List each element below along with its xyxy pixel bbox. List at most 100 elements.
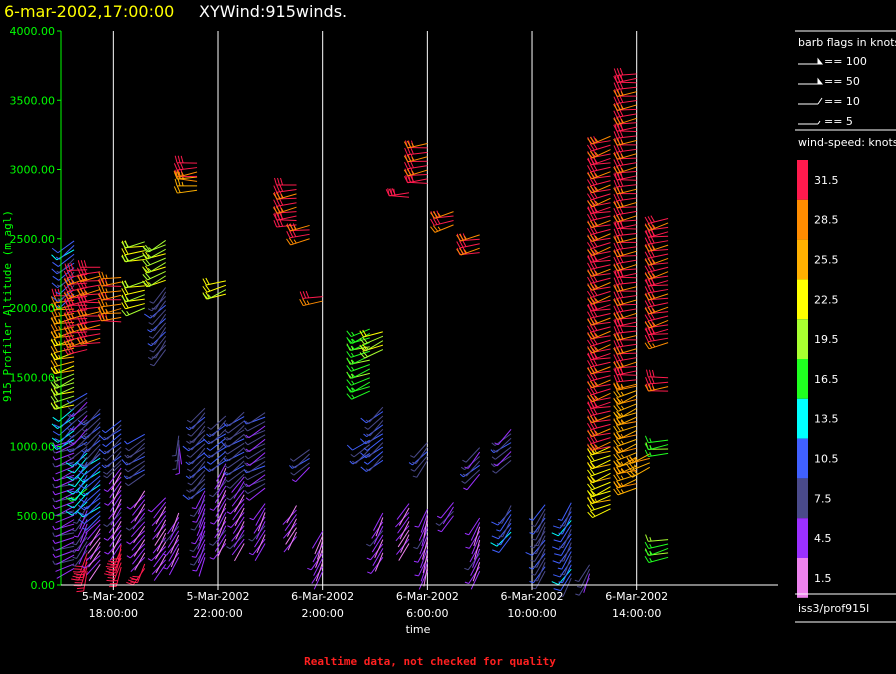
barb-shaft bbox=[616, 73, 637, 76]
barb-half-tick bbox=[351, 380, 355, 385]
barb-full-tick bbox=[647, 244, 653, 251]
barb-half-tick bbox=[248, 538, 253, 542]
barb-full-tick bbox=[626, 464, 632, 471]
wind-barb-447 bbox=[254, 529, 266, 548]
barb-shaft bbox=[217, 490, 227, 509]
barb-shaft bbox=[591, 304, 611, 312]
wind-barb-543 bbox=[363, 451, 384, 465]
barb-full-tick bbox=[121, 248, 126, 256]
barb-shaft bbox=[85, 417, 101, 432]
wind-barb-67 bbox=[55, 280, 75, 295]
barb-shaft bbox=[68, 291, 88, 300]
barb-full-tick bbox=[490, 542, 498, 547]
barb-shaft bbox=[617, 370, 637, 376]
wind-barb-452 bbox=[255, 507, 266, 526]
barb-full-tick bbox=[462, 239, 467, 247]
barb-full-tick bbox=[51, 382, 58, 389]
barb-shaft bbox=[470, 522, 481, 541]
barb-shaft bbox=[616, 308, 637, 313]
barb-shaft bbox=[389, 192, 410, 197]
wind-barb-653 bbox=[531, 557, 546, 576]
barb-shaft bbox=[218, 516, 227, 536]
wind-barb-132 bbox=[63, 291, 88, 300]
barb-full-tick bbox=[613, 326, 618, 334]
barb-shaft bbox=[233, 481, 245, 499]
barb-full-tick bbox=[492, 549, 500, 553]
barb-half-tick bbox=[70, 441, 75, 445]
barb-full-tick bbox=[173, 186, 178, 194]
barb-full-tick bbox=[619, 367, 624, 375]
barb-half-tick bbox=[620, 383, 624, 388]
barb-shaft bbox=[80, 311, 101, 317]
barb-half-tick bbox=[649, 452, 652, 457]
wind-barb-493 bbox=[291, 453, 310, 469]
barb-full-tick bbox=[280, 177, 283, 186]
barb-half-tick bbox=[58, 312, 61, 317]
barb-shaft bbox=[617, 286, 637, 292]
barb-half-tick bbox=[634, 457, 638, 461]
barb-half-tick bbox=[225, 423, 230, 427]
barb-shaft bbox=[211, 428, 227, 444]
barb-full-tick bbox=[644, 216, 650, 224]
barb-full-tick bbox=[273, 220, 278, 228]
barb-half-tick bbox=[594, 249, 599, 254]
barb-shaft bbox=[562, 577, 572, 597]
barb-full-tick bbox=[430, 218, 435, 226]
barb-shaft bbox=[617, 383, 637, 390]
barb-shaft bbox=[87, 493, 101, 510]
wind-barb-509 bbox=[299, 298, 323, 307]
barb-full-tick bbox=[362, 350, 368, 358]
wind-barb-712 bbox=[587, 400, 611, 409]
wind-barb-827 bbox=[613, 249, 637, 257]
wind-barb-238 bbox=[98, 271, 122, 280]
barb-full-tick bbox=[525, 552, 533, 556]
wind-barb-634 bbox=[492, 536, 512, 553]
barb-full-tick bbox=[648, 376, 652, 384]
barb-shaft bbox=[591, 171, 611, 180]
barb-full-tick bbox=[592, 358, 598, 366]
barb-full-tick bbox=[613, 383, 618, 391]
wind-barb-610 bbox=[464, 566, 481, 584]
wind-barb-768 bbox=[587, 156, 611, 166]
barb-full-tick bbox=[613, 433, 620, 440]
barb-full-tick bbox=[77, 420, 85, 426]
barb-shaft bbox=[590, 410, 611, 417]
legend-barb-flag bbox=[817, 77, 824, 85]
barb-full-tick bbox=[644, 279, 650, 287]
barb-full-tick bbox=[305, 290, 310, 299]
wind-barb-903 bbox=[644, 264, 669, 273]
wind-barb-433 bbox=[224, 456, 245, 469]
wind-barb-215 bbox=[111, 472, 122, 491]
wind-barb-225 bbox=[98, 428, 122, 441]
barb-half-tick bbox=[74, 549, 79, 552]
barb-shaft bbox=[76, 461, 88, 480]
barb-shaft bbox=[218, 467, 227, 488]
barb-shaft bbox=[618, 478, 637, 489]
barb-half-tick bbox=[557, 567, 563, 570]
barb-half-tick bbox=[652, 224, 656, 229]
barb-full-tick bbox=[613, 439, 619, 447]
wind-barb-487 bbox=[273, 192, 297, 200]
barb-half-tick bbox=[290, 472, 295, 476]
wind-barb-669 bbox=[558, 564, 572, 584]
barb-shaft bbox=[500, 527, 512, 546]
barb-full-tick bbox=[647, 278, 653, 286]
barb-shaft bbox=[170, 534, 180, 554]
barb-shaft bbox=[229, 425, 245, 440]
barb-shaft bbox=[591, 503, 611, 512]
barb-full-tick bbox=[589, 136, 596, 144]
wind-barb-199 bbox=[109, 543, 122, 561]
barb-shaft bbox=[590, 166, 611, 173]
barb-half-tick bbox=[350, 338, 354, 343]
wind-barb-534 bbox=[374, 539, 384, 559]
barb-half-tick bbox=[126, 311, 130, 315]
barb-shaft bbox=[617, 321, 637, 327]
barb-shaft bbox=[154, 541, 167, 560]
barb-full-tick bbox=[346, 344, 352, 351]
barb-full-tick bbox=[592, 156, 598, 164]
wind-barb-877 bbox=[645, 534, 669, 542]
barb-full-tick bbox=[616, 137, 621, 145]
wind-barb-818 bbox=[613, 290, 637, 299]
wind-barb-740 bbox=[587, 282, 611, 291]
barb-half-tick bbox=[67, 455, 72, 460]
